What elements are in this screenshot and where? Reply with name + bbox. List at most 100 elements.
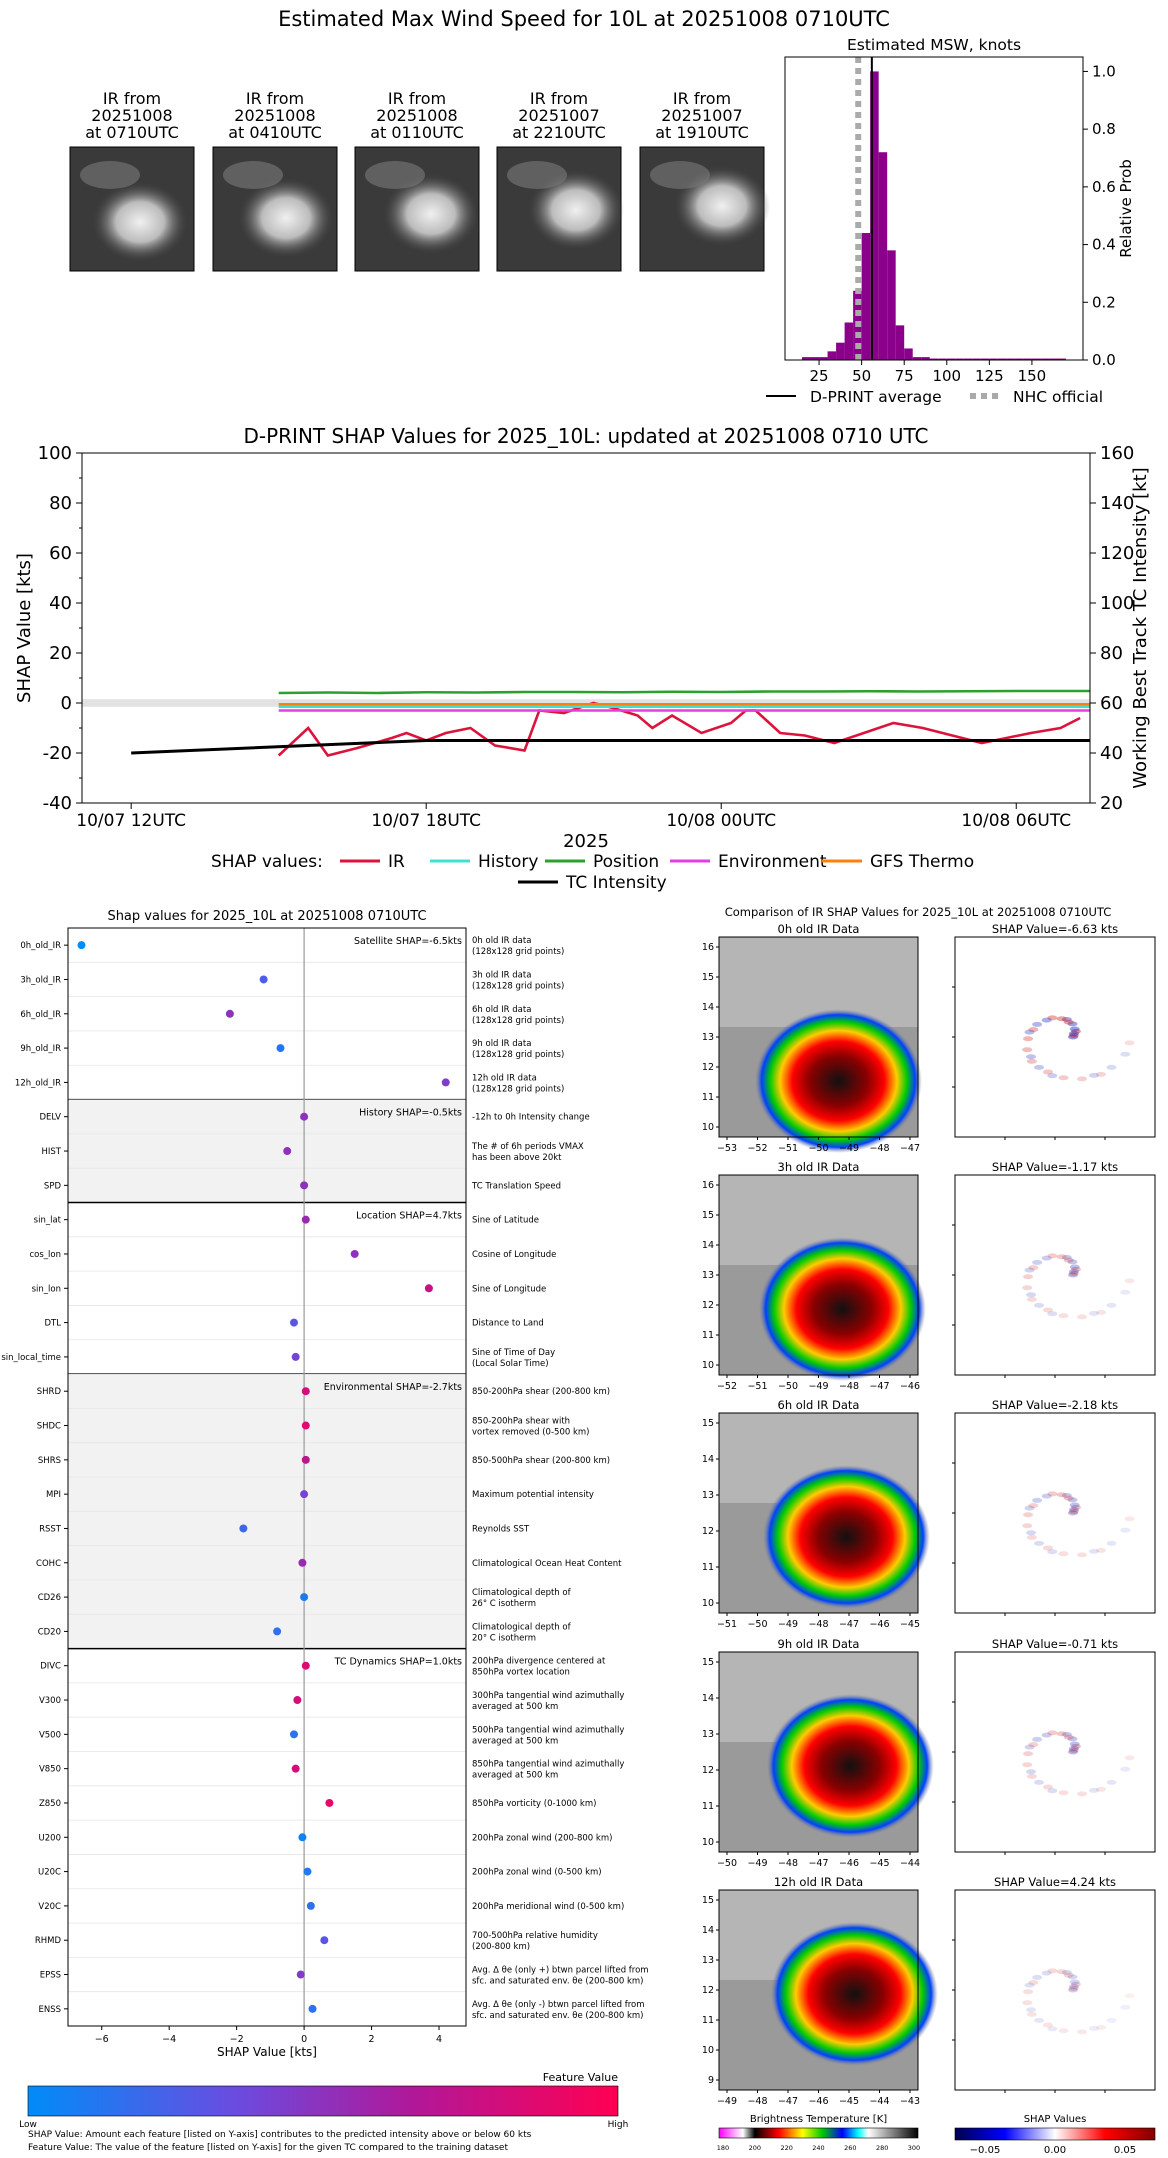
feature-point <box>325 1798 334 1807</box>
feature-point <box>424 1284 433 1293</box>
x-tick-label: 10/07 12UTC <box>76 811 186 831</box>
ir-x-tick-label: −51 <box>747 1381 767 1392</box>
y2-tick-label: 160 <box>1100 443 1134 464</box>
feature-description: vortex removed (0-500 km) <box>472 1428 589 1438</box>
ir-panel-title: 3h old IR Data <box>778 1160 860 1174</box>
shap-blob <box>1068 1747 1079 1753</box>
legend-label-nhc: NHC official <box>1013 388 1103 406</box>
shap-blob <box>1022 1285 1033 1291</box>
ir-image-storm <box>766 1694 934 1838</box>
shap-blob <box>1124 1755 1135 1761</box>
shap-blob <box>1047 1311 1058 1317</box>
legend-label: History <box>478 852 538 872</box>
feature-point <box>291 1764 300 1773</box>
feature-name: SHRS <box>38 1456 61 1466</box>
ir-x-tick-label: −52 <box>717 1381 737 1392</box>
bt-colorbar-tick: 280 <box>876 2144 888 2152</box>
histogram-bar <box>844 322 854 360</box>
shap-blob <box>1026 1054 1037 1060</box>
sv-colorbar-tick: 0.00 <box>1044 2145 1066 2156</box>
feature-name: COHC <box>36 1559 61 1569</box>
y2-tick-label: 60 <box>1100 693 1123 714</box>
shap-blob <box>1032 1736 1043 1742</box>
feature-description: 200hPa meridional wind (0-500 km) <box>472 1902 624 1912</box>
legend-label-dprint: D-PRINT average <box>810 388 942 406</box>
shap-blob <box>1047 1073 1058 1079</box>
feature-description: TC Translation Speed <box>471 1181 561 1191</box>
histogram-bar <box>938 358 947 360</box>
feature-description: 200hPa zonal wind (200-800 km) <box>472 1833 612 1843</box>
shap-blob <box>1047 1730 1058 1736</box>
ir-x-tick-label: −49 <box>808 1381 828 1392</box>
y2-tick-label: 120 <box>1100 543 1134 564</box>
ir-x-tick-label: −48 <box>747 2096 767 2107</box>
feature-name: SHRD <box>37 1387 62 1397</box>
shap-blob <box>1058 1075 1069 1081</box>
ir-y-tick-label: 12 <box>702 1985 714 1996</box>
x-axis-label: 2025 <box>563 831 609 852</box>
shap-blob <box>1042 1069 1053 1075</box>
shap-blob <box>1067 1259 1078 1265</box>
ir-y-tick-label: 11 <box>702 1092 714 1103</box>
histogram-bar <box>1040 358 1049 360</box>
y2-tick-label: 40 <box>1100 743 1123 764</box>
x-tick-label: 10/08 00UTC <box>666 811 776 831</box>
feature-description: 850-500hPa shear (200-800 km) <box>472 1456 610 1466</box>
ir-x-tick-label: −48 <box>839 1381 859 1392</box>
scatter-x-tick-label: −2 <box>230 2034 244 2045</box>
thumbnail-label-line2: 20251008 <box>376 106 457 125</box>
ir-x-tick-label: −46 <box>900 1381 920 1392</box>
feature-name: V20C <box>38 1902 61 1912</box>
shap-blob <box>1069 1026 1080 1032</box>
shap-blob <box>1061 1492 1072 1498</box>
thumbnail-label-line3: at 2210UTC <box>512 123 606 142</box>
ir-y-tick-label: 10 <box>702 1598 714 1609</box>
shap-blob <box>1058 2028 1069 2034</box>
ir-x-tick-label: −45 <box>839 2096 859 2107</box>
ir-y-tick-label: 10 <box>702 2045 714 2056</box>
feature-name: CD26 <box>38 1593 61 1603</box>
feature-point <box>300 1593 309 1602</box>
feature-name: 9h_old_IR <box>20 1044 61 1054</box>
ir-image-storm <box>770 1922 938 2066</box>
scatter-x-tick-label: 0 <box>301 2034 307 2045</box>
shap-blob <box>1042 1307 1053 1313</box>
shap-blob <box>1024 1029 1035 1035</box>
histogram-y-label: Relative Prob <box>1117 159 1135 258</box>
feature-name: DTL <box>45 1319 62 1329</box>
sv-colorbar-tick: 0.05 <box>1114 2145 1136 2156</box>
ir-x-tick-label: −49 <box>839 1143 859 1154</box>
y-tick-label: -40 <box>43 793 72 814</box>
shap-blob <box>1024 1982 1035 1988</box>
ir-panel-title: 9h old IR Data <box>778 1637 860 1651</box>
feature-description: averaged at 500 km <box>472 1736 558 1746</box>
ir-x-tick-label: −45 <box>869 1858 889 1869</box>
feature-name: 12h_old_IR <box>15 1078 61 1088</box>
thumbnail-label-line1: IR from <box>103 89 161 108</box>
histogram-bar <box>802 357 811 360</box>
histogram-y-tick-label: 0.4 <box>1092 236 1116 254</box>
ir-image-storm <box>754 1009 922 1153</box>
ir-y-tick-label: 15 <box>702 1418 714 1429</box>
shap-blob <box>1026 1769 1037 1775</box>
x-tick-label: 10/08 06UTC <box>961 811 1071 831</box>
thumbnail-label-line3: at 0710UTC <box>85 123 179 142</box>
feature-description: 200hPa divergence centered at <box>472 1657 606 1667</box>
ir-panel-title: 12h old IR Data <box>774 1875 863 1889</box>
histogram-x-tick-label: 50 <box>852 367 871 385</box>
shap-blob <box>1041 1970 1052 1976</box>
ir-y-tick-label: 11 <box>702 1330 714 1341</box>
feature-point <box>283 1147 292 1156</box>
shap-blob <box>1058 1551 1069 1557</box>
feature-description: Reynolds SST <box>472 1524 530 1534</box>
shap-blob <box>1041 1493 1052 1499</box>
feature-description: 20° C isotherm <box>472 1633 536 1643</box>
shap-blob <box>1041 1255 1052 1261</box>
shap-blob <box>1088 1787 1099 1793</box>
legend-label: IR <box>388 852 405 872</box>
legend-prefix: SHAP values: <box>211 852 323 872</box>
histogram-bar <box>980 358 990 360</box>
shap-blob <box>1077 1552 1088 1558</box>
shap-blob <box>1077 1791 1088 1797</box>
series-line-ir <box>277 701 1081 757</box>
